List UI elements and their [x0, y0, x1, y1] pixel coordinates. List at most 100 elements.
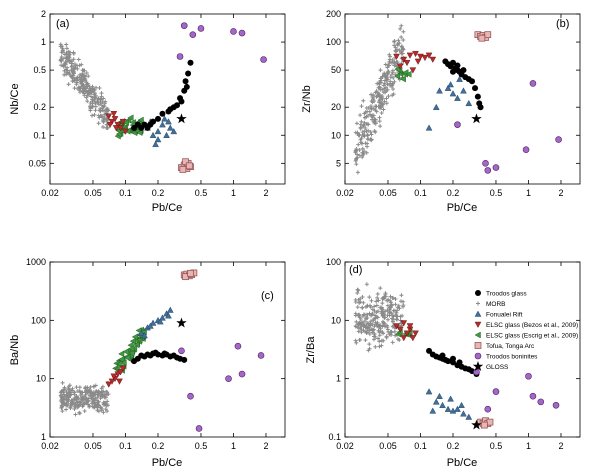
- legend-label: Tofua, Tonga Arc: [486, 343, 535, 350]
- morb-point: [377, 82, 382, 87]
- morb-point: [374, 299, 379, 304]
- fonualei_rift-point: [154, 127, 162, 135]
- x-tick-label: 0.05: [379, 188, 397, 198]
- series-troodos_glass: [442, 58, 484, 111]
- morb-point: [59, 389, 64, 394]
- morb-point: [389, 303, 394, 308]
- morb-point: [363, 338, 368, 343]
- morb-point: [385, 323, 390, 328]
- morb-point: [382, 71, 387, 76]
- morb-point: [357, 153, 362, 158]
- series-fonualei_rift: [137, 306, 174, 339]
- morb-point: [64, 389, 69, 394]
- morb-point: [355, 170, 360, 175]
- morb-point: [70, 388, 75, 393]
- morb-point: [360, 305, 365, 310]
- morb-point: [381, 295, 386, 300]
- morb-point: [379, 311, 384, 316]
- morb-point: [365, 141, 370, 146]
- morb-point: [372, 120, 377, 125]
- series-troodos_glass: [131, 59, 194, 131]
- morb-point: [88, 384, 93, 389]
- morb-point: [96, 121, 101, 126]
- boninite-point: [484, 405, 492, 413]
- morb-point: [364, 312, 369, 317]
- troodos_glass-point: [178, 98, 185, 105]
- morb-point: [99, 408, 104, 413]
- morb-point: [98, 404, 103, 409]
- legend-label: ELSC glass (Bezos et al., 2009): [486, 322, 578, 329]
- morb-point: [81, 84, 86, 89]
- morb-point: [381, 331, 386, 336]
- legend-item-fonualei_rift: Fonualei Rift: [474, 310, 523, 319]
- morb-point: [358, 113, 363, 118]
- morb-point: [64, 401, 69, 406]
- y-tick-label: 20: [331, 102, 341, 112]
- morb-point: [96, 102, 101, 107]
- morb-point: [377, 333, 382, 338]
- troodos_glass-point: [183, 83, 190, 90]
- legend-label: Troodos glass: [486, 291, 527, 298]
- boninite-point: [176, 53, 184, 60]
- morb-point: [361, 98, 366, 103]
- morb-point: [60, 46, 65, 51]
- y-tick-label: 1: [41, 37, 46, 47]
- elsc_escrig-point: [120, 359, 127, 366]
- elsc_escrig-point: [128, 349, 135, 357]
- morb-point: [399, 44, 404, 49]
- morb-point: [389, 72, 394, 77]
- morb-point: [356, 329, 361, 334]
- legend-marker-elsc_escrig: [474, 331, 481, 339]
- morb-point: [399, 293, 404, 298]
- legend-marker-tofua: [474, 342, 482, 349]
- morb-point: [401, 47, 406, 52]
- morb-point: [378, 323, 383, 328]
- morb-point: [89, 391, 94, 396]
- morb-point: [103, 407, 108, 412]
- morb-point: [101, 402, 106, 407]
- morb-point: [381, 107, 386, 112]
- morb-point: [398, 26, 403, 31]
- morb-point: [367, 295, 372, 300]
- morb-point: [95, 404, 100, 409]
- x-tick-label: 0.5: [195, 188, 208, 198]
- tofua-point: [182, 158, 189, 166]
- morb-point: [66, 384, 71, 389]
- morb-point: [392, 43, 397, 48]
- morb-point: [393, 313, 398, 318]
- morb-point: [102, 103, 107, 108]
- morb-point: [82, 408, 87, 413]
- morb-point: [377, 115, 382, 120]
- legend-item-troodos_glass: Troodos glass: [475, 290, 527, 298]
- morb-point: [97, 86, 102, 91]
- morb-point: [69, 75, 74, 80]
- morb-point: [373, 130, 378, 135]
- x-tick-label: 2: [263, 441, 268, 451]
- morb-point: [379, 305, 384, 310]
- morb-point: [358, 122, 363, 127]
- x-tick-label: 1: [526, 441, 531, 451]
- morb-point: [92, 392, 97, 397]
- morb-point: [96, 409, 101, 414]
- x-tick-label: 0.02: [41, 188, 59, 198]
- plot-frame-d: [344, 261, 581, 438]
- morb-point: [362, 319, 367, 324]
- morb-point: [72, 78, 77, 83]
- y-tick-label: 1: [336, 374, 341, 384]
- morb-point: [361, 300, 366, 305]
- morb-point: [392, 39, 397, 44]
- elsc_bezos-point: [417, 53, 424, 60]
- morb-point: [366, 122, 371, 127]
- morb-point: [359, 136, 364, 141]
- morb-point: [381, 320, 386, 325]
- elsc_escrig-point: [405, 70, 412, 78]
- morb-point: [386, 310, 391, 315]
- elsc_bezos-point: [400, 320, 408, 327]
- morb-point: [383, 62, 388, 67]
- series-elsc_bezos: [393, 51, 437, 74]
- elsc_bezos-point: [117, 369, 124, 376]
- series-morb: [58, 42, 111, 130]
- morb-point: [378, 286, 383, 291]
- morb-point: [102, 101, 107, 106]
